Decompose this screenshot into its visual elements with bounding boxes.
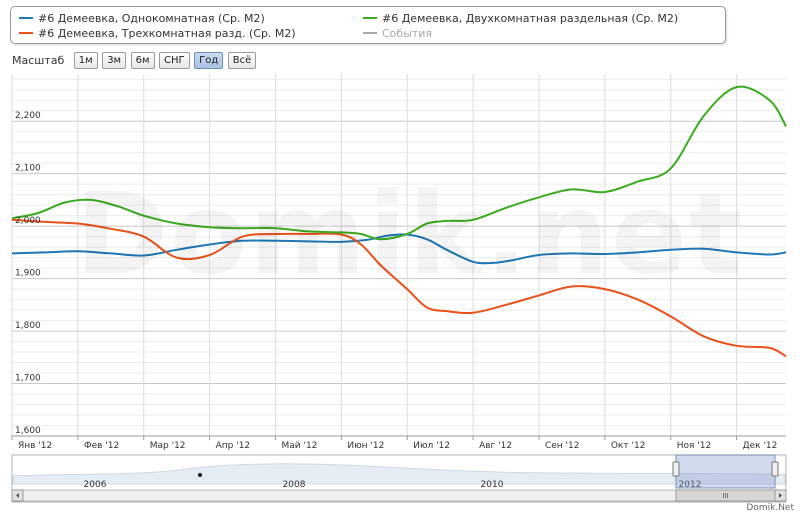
range-button-1m[interactable]: 1м (73, 52, 98, 69)
x-tick-label: Авг '12 (479, 441, 512, 451)
x-tick-label: Сен '12 (545, 441, 580, 451)
y-tick-label: 1,700 (15, 374, 41, 384)
navigator-year-label: 2010 (481, 480, 504, 490)
range-button-ytd[interactable]: СНГ (159, 52, 190, 69)
legend-label: #6 Демеевка, Трехкомнатная разд. (Ср. М2… (38, 27, 296, 40)
legend-item-two-room[interactable]: #6 Демеевка, Двухкомнатная раздельная (С… (363, 12, 678, 25)
range-button-all[interactable]: Всё (227, 52, 257, 69)
legend-label: События (382, 27, 433, 40)
x-tick-label: Дек '12 (743, 441, 778, 451)
legend-item-one-room[interactable]: #6 Демеевка, Однокомнатная (Ср. М2) (19, 12, 265, 25)
scrollbar-grip-icon: III (722, 492, 728, 500)
y-tick-label: 1,800 (15, 321, 41, 331)
legend-swatch (19, 32, 33, 34)
series-line-three-room (11, 218, 787, 358)
chevron-left-icon (16, 493, 19, 498)
x-tick-label: Апр '12 (216, 441, 251, 451)
chart-grid (11, 74, 786, 437)
chevron-right-icon (779, 493, 782, 498)
range-button-3m[interactable]: 3м (102, 52, 127, 69)
navigator-area (12, 463, 786, 485)
navigator-year-label: 2008 (283, 480, 306, 490)
navigator-year-label: 2006 (84, 480, 107, 490)
navigator-handle-right[interactable] (771, 461, 779, 477)
x-tick-label: Мар '12 (150, 441, 186, 451)
navigator-handle-left[interactable] (672, 461, 680, 477)
y-tick-label: 2,100 (15, 164, 41, 174)
range-button-6m[interactable]: 6м (130, 52, 155, 69)
x-tick-label: Фев '12 (84, 441, 119, 451)
legend-label: #6 Демеевка, Двухкомнатная раздельная (С… (382, 12, 679, 25)
navigator-selection (675, 454, 776, 489)
navigator-scrollbar-track (11, 489, 787, 502)
x-tick-label: Июн '12 (347, 441, 384, 451)
navigator-year-label: 2012 (679, 480, 702, 490)
series-layer (11, 85, 787, 358)
y-tick-label: 1,600 (15, 426, 41, 436)
x-tick-label: Май '12 (281, 441, 317, 451)
x-tick-label: Янв '12 (18, 441, 52, 451)
range-selector-label: Масштаб (12, 54, 65, 67)
y-tick-label: 2,200 (15, 111, 41, 121)
chart-legend: #6 Демеевка, Однокомнатная (Ср. М2) #6 Д… (10, 6, 726, 44)
legend-item-three-room[interactable]: #6 Демеевка, Трехкомнатная разд. (Ср. М2… (19, 27, 296, 40)
range-button-year[interactable]: Год (194, 52, 224, 69)
x-tick-label: Ноя '12 (677, 441, 711, 451)
legend-swatch (19, 17, 33, 19)
x-tick-label: Окт '12 (611, 441, 646, 451)
credit-text: Domik.Net (746, 503, 794, 513)
series-line-one-room (11, 233, 787, 265)
x-tick-label: Июл '12 (413, 441, 450, 451)
legend-item-events[interactable]: События (363, 27, 432, 40)
series-line-two-room (11, 85, 787, 241)
navigator-event-marker (198, 473, 202, 477)
axis-layer: 1,600 1,700 1,800 1,900 2,000 2,100 2,200 Янв '… (11, 111, 786, 451)
range-selector: Масштаб 1м 3м 6м СНГ Год Всё (12, 52, 257, 69)
legend-swatch (363, 17, 377, 19)
y-tick-label: 2,000 (15, 216, 41, 226)
legend-swatch (363, 32, 377, 34)
legend-label: #6 Демеевка, Однокомнатная (Ср. М2) (38, 12, 265, 25)
navigator[interactable]: 2006 2008 2010 2012 III (11, 454, 787, 503)
y-tick-label: 1,900 (15, 269, 41, 279)
